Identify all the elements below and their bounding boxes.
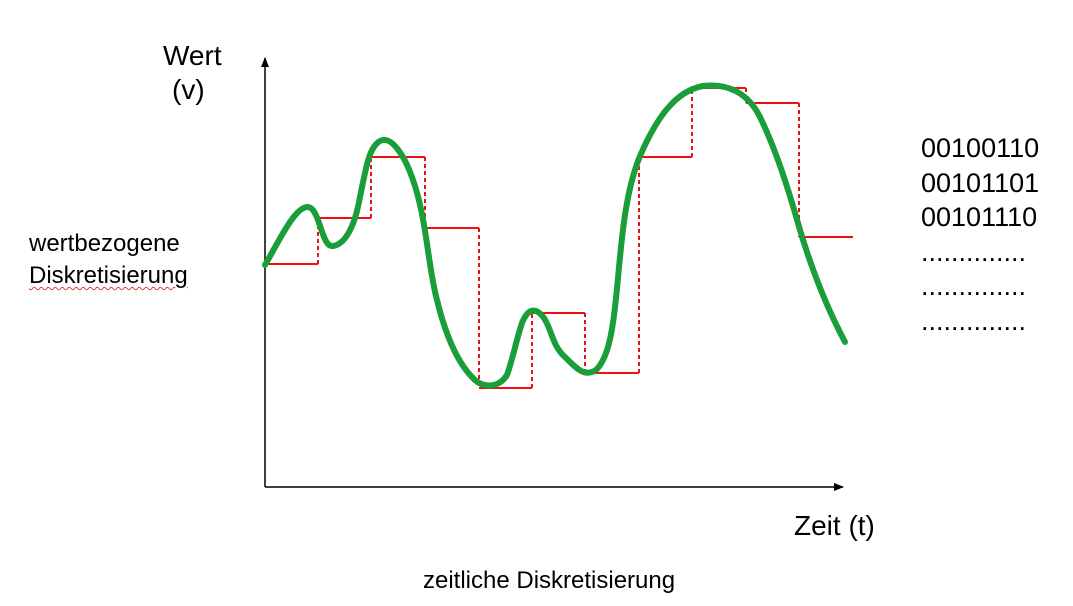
binary-code-row: 00101101: [921, 167, 1040, 198]
binary-code-row: 00101110: [921, 202, 1038, 232]
time-discretization-label: zeitliche Diskretisierung: [423, 567, 676, 594]
binary-code-row: ..............: [921, 305, 1027, 336]
binary-code-list: 00100110 00101101 00101110 .............…: [921, 131, 1039, 338]
analog-signal-curve: [262, 82, 848, 389]
binary-code-row: ..............: [921, 271, 1027, 301]
y-axis-unit: (v): [172, 74, 205, 105]
value-discretization-label-text: Diskretisierung: [29, 262, 188, 289]
value-discretization-label-line2: Diskretisierung: [29, 264, 188, 288]
value-discretization-label-line1: wertbezogene: [29, 230, 180, 257]
y-axis-title: Wert: [163, 40, 222, 71]
x-axis-title: Zeit (t): [794, 510, 875, 541]
binary-code-row: 00100110: [921, 133, 1040, 163]
binary-code-row: ..............: [921, 236, 1027, 267]
